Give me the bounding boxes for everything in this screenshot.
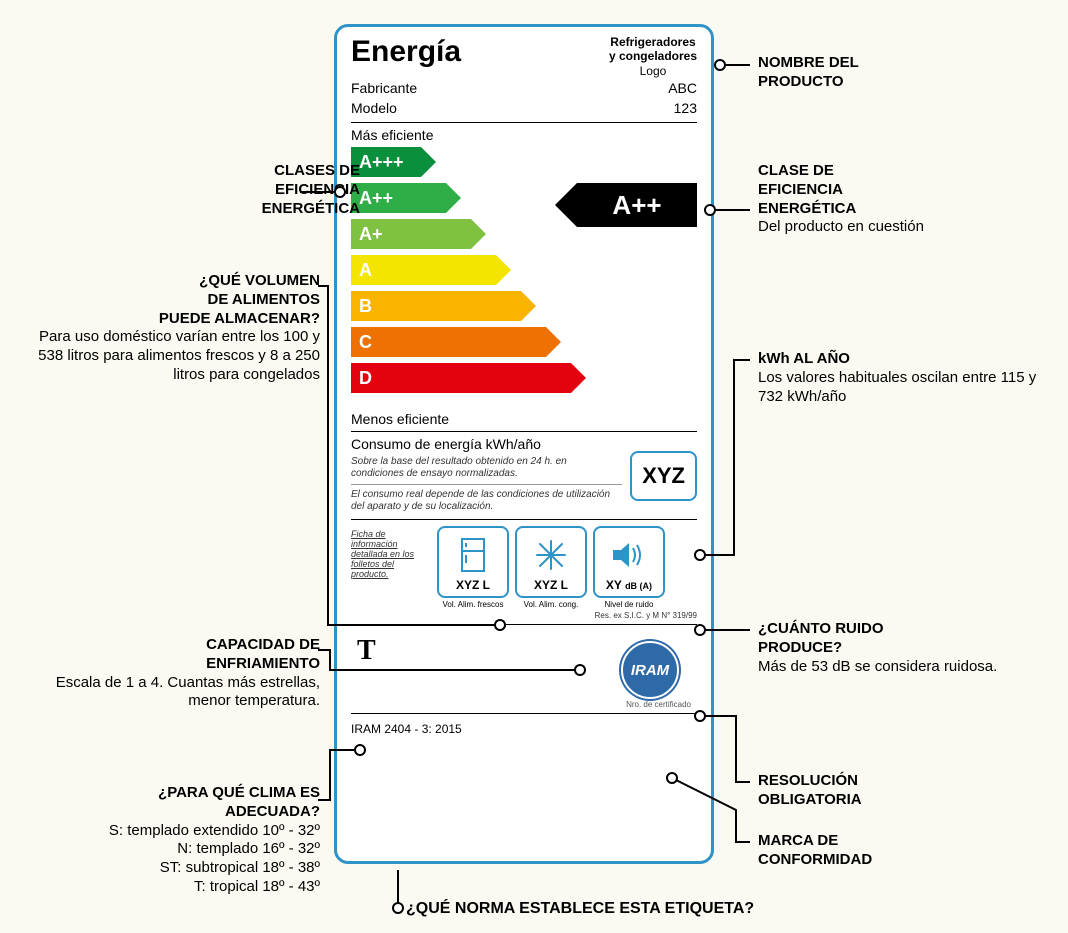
product-line-2: y congeladores (609, 49, 697, 63)
frozen-val: XYZ (534, 578, 557, 592)
efficiency-bar-Aplus: A+ (351, 219, 471, 249)
frozen-volume-box: XYZ L (515, 526, 587, 598)
annotation-title: RESOLUCIÓNOBLIGATORIA (758, 772, 1048, 810)
info-sheet-note: Ficha de información detallada en los fo… (351, 526, 431, 579)
id-val: 123 (674, 100, 697, 116)
fresh-val: XYZ (456, 578, 479, 592)
efficiency-bar-label: A++ (359, 188, 393, 209)
annotation-title: CLASES DEEFICIENCIAENERGÉTICA (68, 162, 360, 218)
iram-standard-code: IRAM 2404 - 3: 2015 (351, 722, 697, 736)
annotation-bottom-norm: ¿QUÉ NORMA ESTABLECE ESTA ETIQUETA? (406, 900, 754, 918)
annotation-title: ¿QUÉ VOLUMENDE ALIMENTOSPUEDE ALMACENAR? (28, 272, 320, 328)
efficiency-bar-C: C (351, 327, 546, 357)
efficiency-bar-label: B (359, 296, 372, 317)
annotation-body: Del producto en cuestión (758, 218, 1048, 237)
efficiency-bar-Aplusplusplus: A+++ (351, 147, 421, 177)
annotation-title: kWh AL AÑO (758, 350, 1048, 369)
annotation-right-0: NOMBRE DELPRODUCTO (758, 54, 1048, 92)
resolution-text: Res. ex S.I.C. y M N° 319/99 (351, 611, 697, 620)
efficiency-bar-label: C (359, 332, 372, 353)
annotation-body: Los valores habituales oscilan entre 115… (758, 369, 1048, 407)
separator (351, 624, 697, 625)
fresh-volume-box: XYZ L (437, 526, 509, 598)
annotation-left-0: CLASES DEEFICIENCIAENERGÉTICA (68, 162, 360, 218)
id-row-fabricante: Fabricante ABC (351, 78, 697, 98)
noise-val: XY (606, 578, 622, 592)
annotation-title: NOMBRE DELPRODUCTO (758, 54, 1048, 92)
annotation-body: Más de 53 dB se considera ruidosa. (758, 658, 1048, 677)
annotation-title: CLASE DEEFICIENCIAENERGÉTICA (758, 162, 1048, 218)
consumption-text: Consumo de energía kWh/año Sobre la base… (351, 436, 622, 515)
annotation-right-4: RESOLUCIÓNOBLIGATORIA (758, 772, 1048, 810)
consumption-value: XYZ (642, 463, 685, 488)
consumption-value-box: XYZ (630, 451, 697, 501)
fridge-icon (460, 532, 486, 578)
id-row-modelo: Modelo 123 (351, 98, 697, 118)
noise-box: XY dB (A) (593, 526, 665, 598)
id-val: ABC (668, 80, 697, 96)
fresh-unit: L (483, 578, 490, 592)
separator (351, 713, 697, 714)
annotation-right-2: kWh AL AÑOLos valores habituales oscilan… (758, 350, 1048, 406)
efficiency-bar-D: D (351, 363, 571, 393)
more-efficient-label: Más eficiente (351, 127, 697, 143)
speaker-icon (611, 532, 647, 578)
annotation-right-5: MARCA DECONFORMIDAD (758, 832, 1048, 870)
separator (351, 519, 697, 520)
label-title: Energía (351, 35, 461, 69)
product-rating-badge: A++ (577, 183, 697, 227)
efficiency-bar-label: A+ (359, 224, 383, 245)
annotation-body: S: templado extendido 10º - 32ºN: templa… (28, 822, 320, 897)
separator (351, 122, 697, 123)
efficiency-bar-A: A (351, 255, 496, 285)
annotation-title: CAPACIDAD DEENFRIAMIENTO (28, 636, 320, 674)
rating-value: A++ (612, 190, 661, 221)
fresh-sub: Vol. Alim. frescos (437, 600, 509, 609)
consumption-section: Consumo de energía kWh/año Sobre la base… (351, 436, 697, 515)
efficiency-scale: A++ A+++ A++ A+ ABCD (351, 147, 697, 407)
iram-logo: IRAM (621, 641, 679, 699)
consumption-note-2: El consumo real depende de las condicion… (351, 489, 622, 513)
frozen-unit: L (561, 578, 568, 592)
noise-unit: dB (A) (625, 581, 652, 591)
icons-row: Ficha de información detallada en los fo… (351, 526, 697, 598)
product-line-1: Refrigeradores (609, 35, 697, 49)
efficiency-bar-Aplusplus: A++ (351, 183, 446, 213)
annotation-body: Para uso doméstico varían entre los 100 … (28, 328, 320, 384)
consumption-note-1: Sobre la base del resultado obtenido en … (351, 456, 622, 480)
label-header: Energía Refrigeradores y congeladores Lo… (351, 35, 697, 78)
annotation-right-3: ¿CUÁNTO RUIDOPRODUCE?Más de 53 dB se con… (758, 620, 1048, 676)
annotation-body: Escala de 1 a 4. Cuantas más estrellas, … (28, 674, 320, 712)
separator (351, 431, 697, 432)
annotation-title: ¿PARA QUÉ CLIMA ESADECUADA? (28, 784, 320, 822)
annotation-left-1: ¿QUÉ VOLUMENDE ALIMENTOSPUEDE ALMACENAR?… (28, 272, 320, 385)
annotation-left-3: ¿PARA QUÉ CLIMA ESADECUADA?S: templado e… (28, 784, 320, 897)
annotation-title: MARCA DECONFORMIDAD (758, 832, 1048, 870)
noise-sub: Nivel de ruido (593, 600, 665, 609)
snowflake-icon (534, 532, 568, 578)
less-efficient-label: Menos eficiente (351, 411, 697, 427)
id-key: Modelo (351, 100, 397, 116)
product-type: Refrigeradores y congeladores Logo (609, 35, 697, 78)
efficiency-bar-B: B (351, 291, 521, 321)
bottom-row: T IRAM Nro. de certificado (351, 631, 697, 709)
energy-label: Energía Refrigeradores y congeladores Lo… (334, 24, 714, 864)
climate-letter: T (357, 635, 376, 667)
iram-text: IRAM (631, 662, 669, 679)
efficiency-bar-label: A (359, 260, 372, 281)
annotation-left-2: CAPACIDAD DEENFRIAMIENTOEscala de 1 a 4.… (28, 636, 320, 711)
annotation-right-1: CLASE DEEFICIENCIAENERGÉTICADel producto… (758, 162, 1048, 237)
consumption-title: Consumo de energía kWh/año (351, 436, 622, 452)
identification: Fabricante ABC Modelo 123 (351, 78, 697, 118)
efficiency-bar-label: D (359, 368, 372, 389)
iram-cert-number: Nro. de certificado (626, 700, 691, 709)
product-logo: Logo (640, 64, 667, 78)
frozen-sub: Vol. Alim. cong. (515, 600, 587, 609)
id-key: Fabricante (351, 80, 417, 96)
separator (351, 484, 622, 485)
efficiency-bar-label: A+++ (359, 152, 404, 173)
annotation-title: ¿CUÁNTO RUIDOPRODUCE? (758, 620, 1048, 658)
